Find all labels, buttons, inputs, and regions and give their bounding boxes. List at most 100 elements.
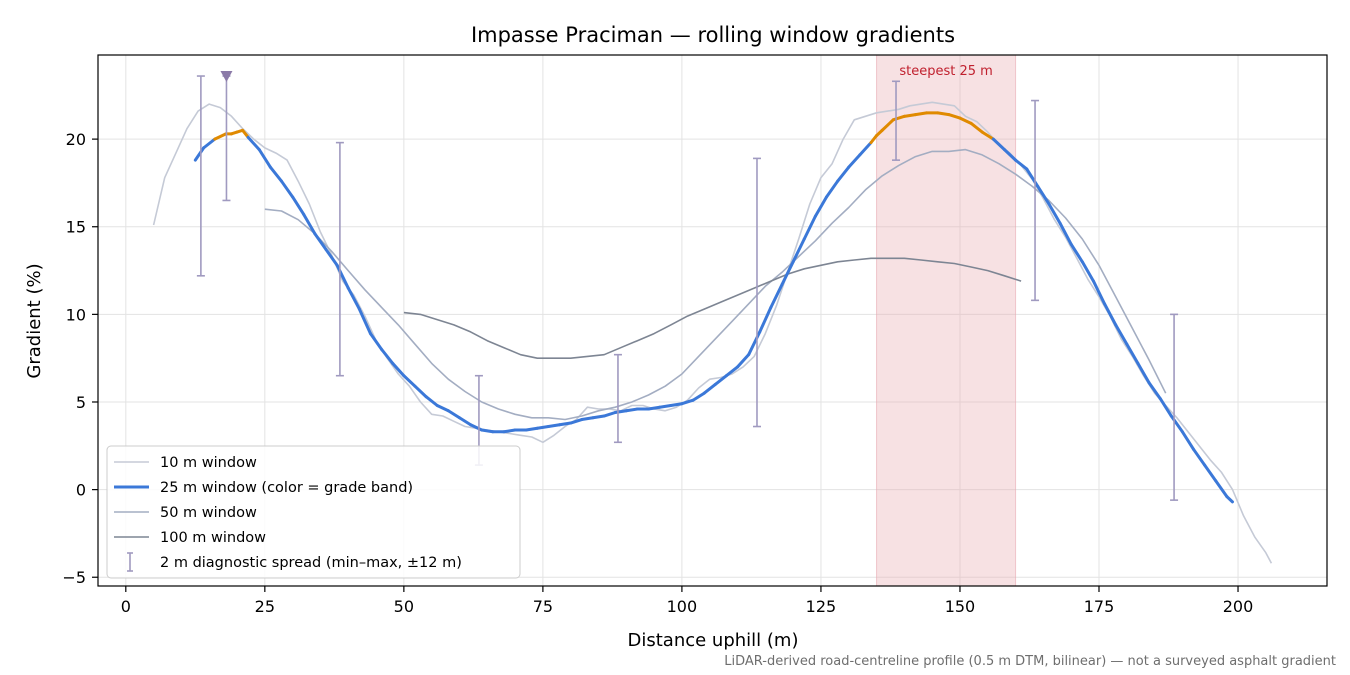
series-25m-segment [1014, 158, 1029, 171]
series-25m-segment [1103, 302, 1118, 327]
x-tick-label: 200 [1223, 597, 1254, 616]
series-50m-line [264, 148, 1167, 421]
y-tick-label: −5 [62, 568, 86, 587]
legend: 10 m window 25 m window (color = grade ba… [106, 445, 521, 579]
series-25m-segment [480, 428, 495, 434]
series-25m-segment [1225, 495, 1234, 504]
series-25m-segment [291, 195, 306, 216]
series-25m-segment [1125, 342, 1140, 365]
series-25m-segment [524, 426, 539, 432]
series-25m-segment [202, 137, 217, 150]
series-25m-segment [680, 398, 695, 406]
grid-lines [98, 55, 1327, 586]
series-25m-segment [736, 353, 751, 369]
series-25m-segment [1069, 242, 1084, 264]
series-25m-segment [246, 135, 261, 152]
series-100m-line [403, 257, 1022, 360]
series-25m-segment [769, 283, 784, 309]
x-tick-label: 100 [667, 597, 698, 616]
series-25m-segment [891, 114, 906, 122]
series-25m-segment [658, 403, 673, 409]
chart-title: Impasse Praciman — rolling window gradie… [471, 23, 955, 47]
series-25m-segment [380, 347, 395, 365]
series-25m-segment [1114, 323, 1129, 346]
series-25m-segment [357, 307, 372, 336]
series-25m-segment [1091, 279, 1107, 306]
x-tick-label: 175 [1084, 597, 1115, 616]
series-25m-segment [1147, 381, 1162, 400]
y-tick-label: 5 [76, 393, 86, 412]
series-25m-segment [1047, 202, 1062, 225]
series-25m-segment [669, 402, 684, 407]
series-25m-segment [902, 113, 917, 118]
series-25m-segment [1169, 414, 1184, 434]
series-25m-segment [1080, 260, 1095, 283]
x-tick-label: 75 [533, 597, 553, 616]
series-25m-segment [424, 395, 439, 407]
series-25m-segment [913, 111, 929, 117]
series-25m-segment [435, 403, 450, 413]
steepest-25m-label: steepest 25 m [899, 64, 992, 79]
series-25m-segment [580, 416, 595, 422]
steepest-25m-band [876, 54, 1017, 587]
series-25m-segment [847, 153, 862, 169]
series-25m-segment [368, 332, 384, 351]
series-25m-segment [558, 421, 573, 427]
plot-frame [97, 54, 1328, 587]
series-25m-segment [647, 405, 662, 411]
series-25m-segment [836, 165, 851, 183]
legend-label: 100 m window [160, 530, 266, 546]
footnote: LiDAR-derived road-centreline profile (0… [724, 654, 1336, 669]
series-25m-segment [880, 118, 895, 132]
series-25m-segment [624, 407, 639, 413]
series-25m-segment [1214, 479, 1229, 499]
series-25m-segment [1025, 167, 1040, 188]
legend-label: 25 m window (color = grade band) [160, 480, 413, 496]
series-25m-segment [724, 365, 740, 378]
steepest-segment-highlight: steepest 25 m [876, 54, 1017, 587]
series-25m-segment [346, 286, 361, 311]
legend-box [106, 445, 521, 579]
series-25m-segment [302, 212, 317, 236]
legend-label: 50 m window [160, 505, 257, 521]
series-25m-segment [613, 409, 628, 415]
series-25m-segment [1180, 430, 1196, 451]
series-25m-segment [535, 425, 550, 430]
series-25m-segment [980, 130, 995, 141]
axis-ticks: 0 25 50 75 100 125 150 175 200 −5 0 5 10 15 20 [62, 130, 1253, 616]
y-tick-label: 0 [76, 481, 86, 500]
x-tick-label: 0 [121, 597, 131, 616]
series-25m-segment [936, 111, 951, 117]
series-25m-segment [1203, 463, 1218, 483]
series-25m-segment [713, 374, 728, 386]
series-10m-line [152, 101, 1273, 564]
legend-label: 2 m diagnostic spread (min–max, ±12 m) [160, 555, 462, 571]
x-tick-label: 50 [394, 597, 414, 616]
series-25m-segment [947, 113, 962, 120]
series-25m-segment [391, 361, 406, 378]
series-25m-segment [213, 132, 228, 141]
series-25m-segment [546, 423, 562, 429]
series-25m-segment [758, 305, 773, 334]
series-25m-segment [969, 121, 984, 134]
x-axis-label: Distance uphill (m) [628, 630, 799, 651]
series-25m-segment [591, 414, 606, 420]
series-25m-segment [1136, 361, 1151, 385]
y-tick-label: 20 [66, 130, 86, 149]
series-25m-segment [268, 165, 284, 183]
legend-label: 10 m window [160, 455, 257, 471]
y-axis-label: Gradient (%) [24, 263, 45, 378]
series-25m-segment [802, 214, 817, 241]
series-25m-segment [193, 146, 206, 162]
series-25m-segment [446, 409, 461, 420]
peak-marker [220, 71, 233, 83]
series-25m-segment [402, 374, 417, 388]
series-25m-segment [1192, 447, 1207, 467]
series-25m-segment [858, 141, 873, 157]
series-25m-segment [780, 260, 795, 287]
series-25m-segment [813, 195, 829, 218]
series-lines [152, 101, 1273, 564]
series-25m-segment [457, 416, 473, 427]
series-25m-segment [1158, 396, 1173, 418]
